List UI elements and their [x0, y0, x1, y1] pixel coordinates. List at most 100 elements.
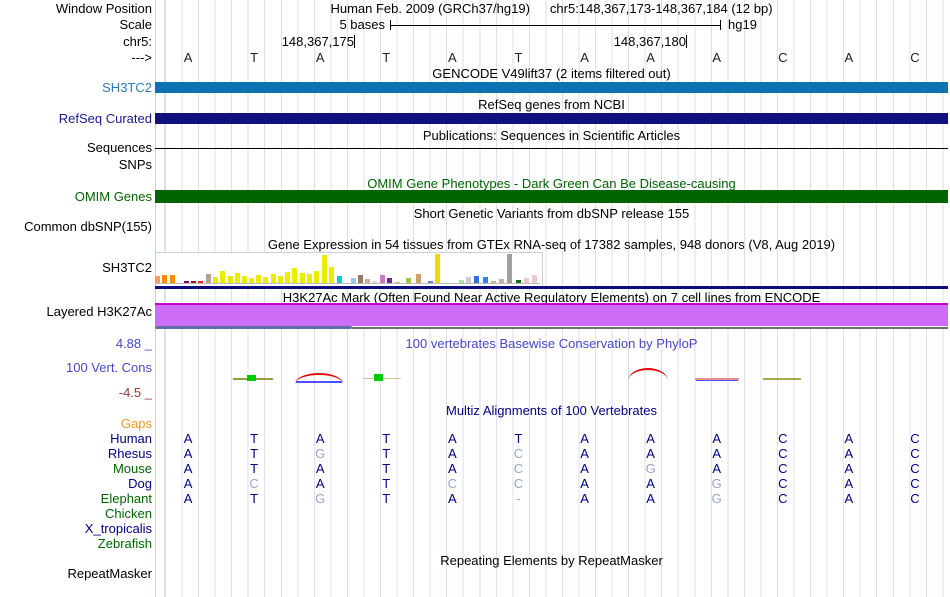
alignment-base: A [712, 461, 722, 476]
gtex-expression-bar[interactable] [387, 278, 392, 284]
species-label-chicken[interactable]: Chicken [105, 506, 152, 521]
species-label-dog[interactable]: Dog [128, 476, 152, 491]
species-label-gaps[interactable]: Gaps [120, 416, 152, 431]
gtex-expression-bar[interactable] [459, 280, 464, 284]
gtex-gene-label[interactable]: SH3TC2 [102, 260, 152, 275]
multiz-track-title[interactable]: Multiz Alignments of 100 Vertebrates [445, 403, 657, 418]
gtex-expression-bar[interactable] [428, 281, 433, 284]
gtex-expression-bar[interactable] [206, 274, 211, 284]
sequences-label[interactable]: Sequences [86, 140, 152, 155]
common-dbsnp-label[interactable]: Common dbSNP(155) [24, 219, 152, 234]
gtex-expression-bar[interactable] [198, 281, 203, 284]
omim-track-title[interactable]: OMIM Gene Phenotypes - Dark Green Can Be… [367, 176, 736, 191]
gtex-expression-bar[interactable] [155, 276, 160, 284]
gtex-expression-bar[interactable] [416, 274, 421, 284]
gtex-expression-bar[interactable] [184, 281, 189, 284]
gtex-expression-bar[interactable] [358, 275, 363, 284]
gtex-expression-bar[interactable] [220, 271, 225, 284]
gtex-expression-bar[interactable] [235, 273, 240, 284]
gtex-expression-bar[interactable] [474, 276, 479, 284]
gtex-expression-bar[interactable] [351, 278, 356, 284]
alignment-base: A [183, 476, 193, 491]
gtex-expression-bar[interactable] [365, 279, 370, 284]
alignment-base: G [315, 491, 326, 506]
h3k27ac-gray-layer[interactable] [352, 327, 948, 329]
gtex-expression-bar[interactable] [213, 277, 218, 284]
h3k27ac-magenta-layer[interactable] [155, 303, 948, 305]
alignment-base: A [712, 431, 722, 446]
gtex-expression-bar[interactable] [249, 278, 254, 284]
publications-track-title[interactable]: Publications: Sequences in Scientific Ar… [422, 128, 681, 143]
alignment-base: C [778, 461, 788, 476]
gencode-gene-bar[interactable] [155, 82, 948, 93]
scale-assembly: hg19 [728, 17, 757, 32]
gtex-expression-bar[interactable] [191, 281, 196, 284]
species-label-elephant[interactable]: Elephant [100, 491, 152, 506]
snps-label[interactable]: SNPs [118, 157, 152, 172]
gtex-expression-bar[interactable] [524, 278, 529, 284]
h3k27ac-track-title[interactable]: H3K27Ac Mark (Often Found Near Active Re… [282, 290, 821, 305]
species-label-x_tropicalis[interactable]: X_tropicalis [84, 521, 152, 536]
phylop-hline-mark [695, 378, 739, 380]
omim-gene-bar[interactable] [155, 190, 948, 203]
refseq-gene-bar[interactable] [155, 113, 948, 124]
gtex-track-title[interactable]: Gene Expression in 54 tissues from GTEx … [267, 237, 836, 252]
gtex-expression-bar[interactable] [278, 276, 283, 284]
omim-genes-label[interactable]: OMIM Genes [74, 189, 152, 204]
gtex-expression-bar[interactable] [507, 254, 512, 284]
gtex-expression-bar[interactable] [532, 275, 537, 284]
refseq-track-title[interactable]: RefSeq genes from NCBI [478, 97, 625, 112]
species-label-human[interactable]: Human [110, 431, 152, 446]
species-label-mouse[interactable]: Mouse [112, 461, 152, 476]
gtex-track-baseline[interactable] [155, 286, 948, 289]
species-label-zebrafish[interactable]: Zebrafish [97, 536, 152, 551]
alignment-base: A [580, 491, 589, 506]
alignment-base: T [382, 461, 391, 476]
gtex-expression-bar[interactable] [491, 281, 496, 284]
gtex-expression-bar[interactable] [337, 276, 342, 284]
gtex-expression-bar[interactable] [242, 276, 247, 284]
h3k27ac-slate-layer[interactable] [155, 326, 352, 329]
gtex-expression-bar[interactable] [406, 278, 411, 284]
gtex-expression-bar[interactable] [516, 280, 521, 284]
phylop-track-title[interactable]: 100 vertebrates Basewise Conservation by… [405, 336, 698, 351]
repeatmasker-track-title[interactable]: Repeating Elements by RepeatMasker [440, 553, 663, 568]
alignment-base: A [315, 476, 325, 491]
window-position-title: Human Feb. 2009 (GRCh37/hg19) chr5:148,36… [155, 2, 948, 15]
repeatmasker-label[interactable]: RepeatMasker [67, 566, 152, 581]
track-grid-area [155, 0, 950, 597]
species-label-rhesus[interactable]: Rhesus [107, 446, 152, 461]
alignment-base: C [910, 491, 920, 506]
gtex-expression-bar[interactable] [292, 268, 297, 284]
phylop-track-label[interactable]: 100 Vert. Cons [66, 360, 152, 375]
gtex-expression-bar[interactable] [322, 255, 327, 284]
alignment-base: G [711, 491, 722, 506]
gtex-expression-bar[interactable] [285, 272, 290, 284]
h3k27ac-violet-layer[interactable] [155, 305, 948, 326]
gencode-track-title[interactable]: GENCODE V49lift37 (2 items filtered out) [432, 66, 671, 81]
gtex-expression-bar[interactable] [329, 267, 334, 284]
gtex-expression-bar[interactable] [256, 275, 261, 284]
alignment-base: A [315, 431, 325, 446]
gtex-expression-bar[interactable] [162, 275, 167, 284]
gtex-expression-bar[interactable] [499, 279, 504, 284]
gtex-expression-bar[interactable] [483, 277, 488, 284]
sequence-base: A [448, 50, 457, 65]
gtex-expression-bar[interactable] [466, 277, 471, 284]
gtex-expression-bar[interactable] [435, 254, 440, 284]
layered-h3k27ac-label[interactable]: Layered H3K27Ac [46, 304, 152, 319]
gencode-gene-label[interactable]: SH3TC2 [102, 80, 152, 95]
sequences-track-line[interactable] [155, 148, 948, 149]
gtex-expression-bar[interactable] [228, 276, 233, 284]
gtex-expression-bar[interactable] [372, 281, 377, 284]
dbsnp-track-title[interactable]: Short Genetic Variants from dbSNP releas… [413, 206, 690, 221]
gtex-expression-bar[interactable] [380, 275, 385, 284]
gtex-expression-bar[interactable] [300, 273, 305, 284]
gtex-expression-bar[interactable] [170, 275, 175, 284]
gtex-expression-bar[interactable] [307, 274, 312, 284]
gtex-expression-bar[interactable] [263, 277, 268, 284]
gtex-expression-bar[interactable] [314, 271, 319, 284]
refseq-curated-label[interactable]: RefSeq Curated [58, 111, 152, 126]
gtex-expression-bar[interactable] [271, 274, 276, 284]
scale-bar [390, 20, 721, 30]
